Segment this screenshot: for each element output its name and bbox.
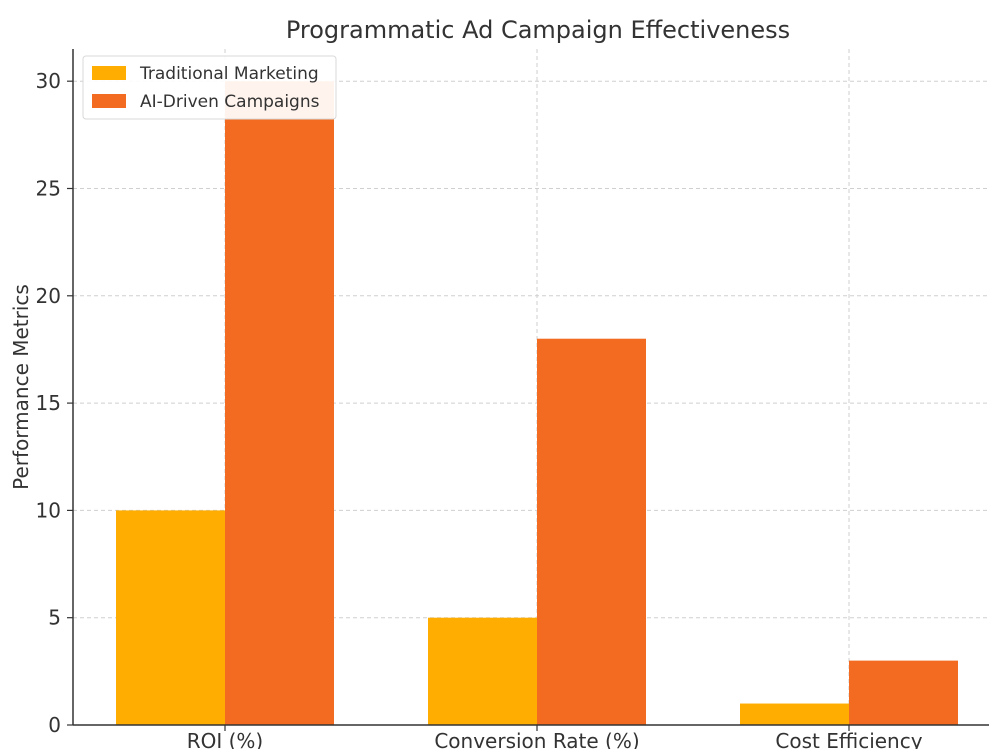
x-tick-label: Conversion Rate (%): [434, 729, 639, 749]
bar-ai-driven-campaigns-2: [537, 338, 646, 725]
y-tick-label: 0: [48, 713, 61, 737]
bar-ai-driven-campaigns-3: [849, 660, 958, 725]
legend-swatch-ai-driven-campaigns: [92, 94, 126, 108]
legend: Traditional Marketing AI-Driven Campaigns: [82, 55, 337, 120]
y-tick-label: 20: [36, 284, 61, 308]
legend-box: [82, 55, 337, 120]
axes-layer: 0 5 10 15 20 25 30 ROI (%) Conversion Rate (%) Co…: [36, 49, 989, 749]
legend-label-ai-driven-campaigns: AI-Driven Campaigns: [140, 92, 320, 112]
y-tick-label: 5: [48, 606, 61, 630]
x-tick-label: ROI (%): [187, 729, 264, 749]
y-tick-label: 25: [36, 176, 61, 200]
y-tick-label: 30: [36, 69, 61, 93]
bars-layer: [116, 81, 958, 725]
y-axis-label: Performance Metrics: [9, 284, 33, 490]
legend-swatch-traditional-marketing: [92, 66, 126, 80]
y-tick-label: 15: [36, 391, 61, 415]
bar-traditional-marketing-1: [116, 510, 225, 725]
chart-title: Programmatic Ad Campaign Effectiveness: [286, 16, 790, 44]
x-tick-label: Cost Efficiency: [775, 729, 922, 749]
legend-label-traditional-marketing: Traditional Marketing: [139, 64, 319, 84]
bar-ai-driven-campaigns-1: [225, 81, 334, 725]
bar-traditional-marketing-2: [428, 617, 537, 725]
y-tick-label: 10: [36, 498, 61, 522]
labels-layer: Programmatic Ad Campaign Effectiveness P…: [9, 16, 790, 490]
bar-traditional-marketing-3: [740, 703, 849, 725]
